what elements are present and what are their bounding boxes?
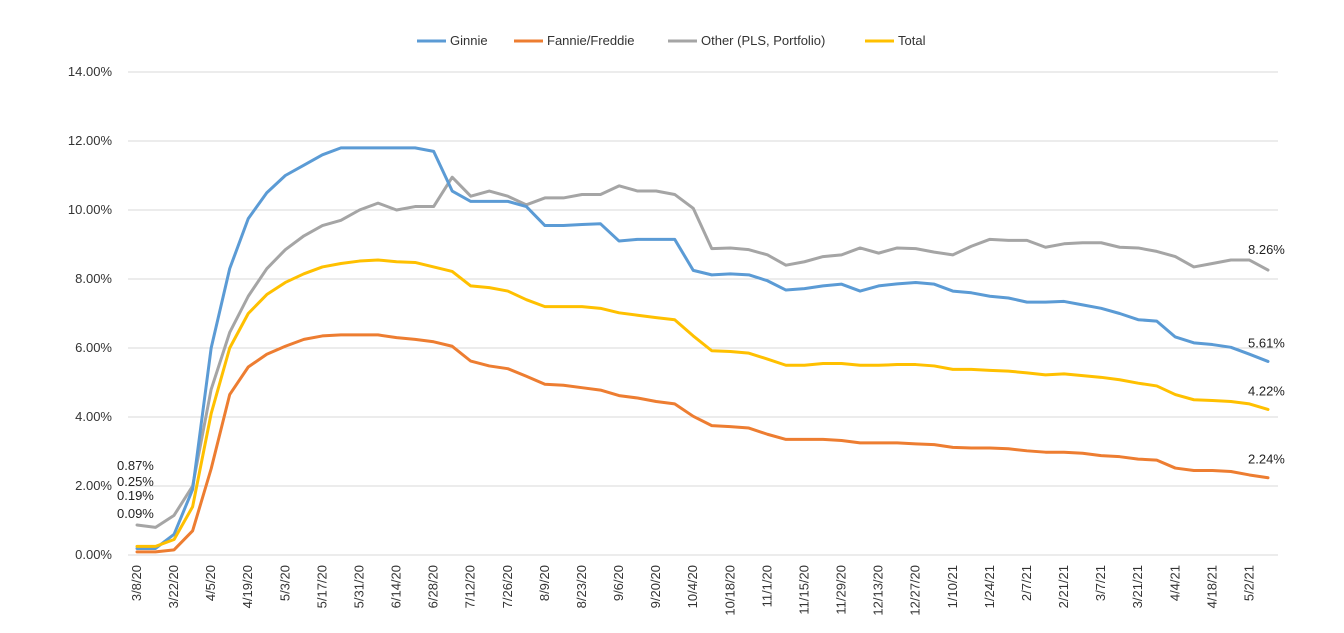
x-tick-label: 8/9/20	[537, 565, 552, 601]
y-tick-label: 12.00%	[68, 133, 113, 148]
series-line-fannie-freddie	[135, 333, 1270, 554]
y-tick-label: 2.00%	[75, 478, 112, 493]
series-line-total	[135, 258, 1270, 548]
x-tick-label: 4/4/21	[1167, 565, 1182, 601]
start-data-label: 0.25%	[117, 474, 154, 489]
x-tick-label: 11/1/20	[759, 565, 774, 607]
x-tick-label: 7/12/20	[463, 565, 478, 608]
series-line-other-pls-portfolio	[135, 175, 1270, 529]
x-tick-label: 1/24/21	[982, 565, 997, 608]
x-tick-label: 3/8/20	[129, 565, 144, 601]
start-data-label: 0.19%	[117, 488, 154, 503]
y-tick-label: 8.00%	[75, 271, 112, 286]
x-tick-label: 9/6/20	[611, 565, 626, 601]
x-tick-label: 12/27/20	[908, 565, 923, 616]
x-tick-label: 5/3/20	[277, 565, 292, 601]
x-tick-label: 11/29/20	[834, 565, 849, 615]
legend-entry: Ginnie	[450, 33, 488, 48]
y-tick-label: 4.00%	[75, 409, 112, 424]
y-axis: 0.00% 2.00% 4.00% 6.00% 8.00% 10.00% 12.00% 14.…	[68, 64, 113, 562]
x-tick-label: 8/23/20	[574, 565, 589, 608]
end-data-label: 4.22%	[1248, 383, 1285, 398]
x-tick-label: 4/19/20	[240, 565, 255, 608]
x-tick-label: 3/7/21	[1093, 565, 1108, 601]
x-tick-label: 5/31/20	[351, 565, 366, 608]
x-tick-label: 2/7/21	[1019, 565, 1034, 601]
y-tick-label: 0.00%	[75, 547, 112, 562]
x-tick-label: 4/5/20	[203, 565, 218, 601]
x-tick-label: 3/21/21	[1130, 565, 1145, 608]
x-tick-label: 5/17/20	[314, 565, 329, 608]
x-tick-label: 5/2/21	[1241, 565, 1256, 601]
x-tick-label: 4/18/21	[1204, 565, 1219, 608]
x-axis: 3/8/20 3/22/20 4/5/20 4/19/20 5/3/20 5/17/20 5…	[129, 565, 1256, 616]
x-tick-label: 10/18/20	[722, 565, 737, 616]
legend: Ginnie Fannie/Freddie Other (PLS, Portfoli…	[417, 33, 926, 48]
legend-entry: Total	[898, 33, 926, 48]
end-data-label: 8.26%	[1248, 242, 1285, 257]
start-data-label: 0.87%	[117, 458, 154, 473]
data-labels: 0.87%0.25%0.19% 0.09% 5.61% 2.24% 8.26% 4.22%	[117, 242, 1285, 521]
x-tick-label: 6/28/20	[426, 565, 441, 608]
x-tick-label: 6/14/20	[389, 565, 404, 608]
start-data-label: 0.09%	[117, 506, 154, 521]
series-lines	[135, 146, 1270, 554]
x-tick-label: 7/26/20	[500, 565, 515, 608]
y-tick-label: 14.00%	[68, 64, 113, 79]
y-tick-label: 6.00%	[75, 340, 112, 355]
series-line-ginnie	[135, 146, 1270, 550]
x-tick-label: 11/15/20	[796, 565, 811, 615]
end-data-label: 2.24%	[1248, 452, 1285, 467]
legend-entry: Other (PLS, Portfolio)	[701, 33, 825, 48]
legend-entry: Fannie/Freddie	[547, 33, 634, 48]
x-tick-label: 1/10/21	[945, 565, 960, 608]
x-tick-label: 9/20/20	[648, 565, 663, 608]
x-tick-label: 2/21/21	[1056, 565, 1071, 608]
grid-lines	[128, 71, 1278, 556]
x-tick-label: 10/4/20	[685, 565, 700, 608]
x-tick-label: 12/13/20	[871, 565, 886, 616]
end-data-label: 5.61%	[1248, 335, 1285, 350]
y-tick-label: 10.00%	[68, 202, 113, 217]
x-tick-label: 3/22/20	[166, 565, 181, 608]
